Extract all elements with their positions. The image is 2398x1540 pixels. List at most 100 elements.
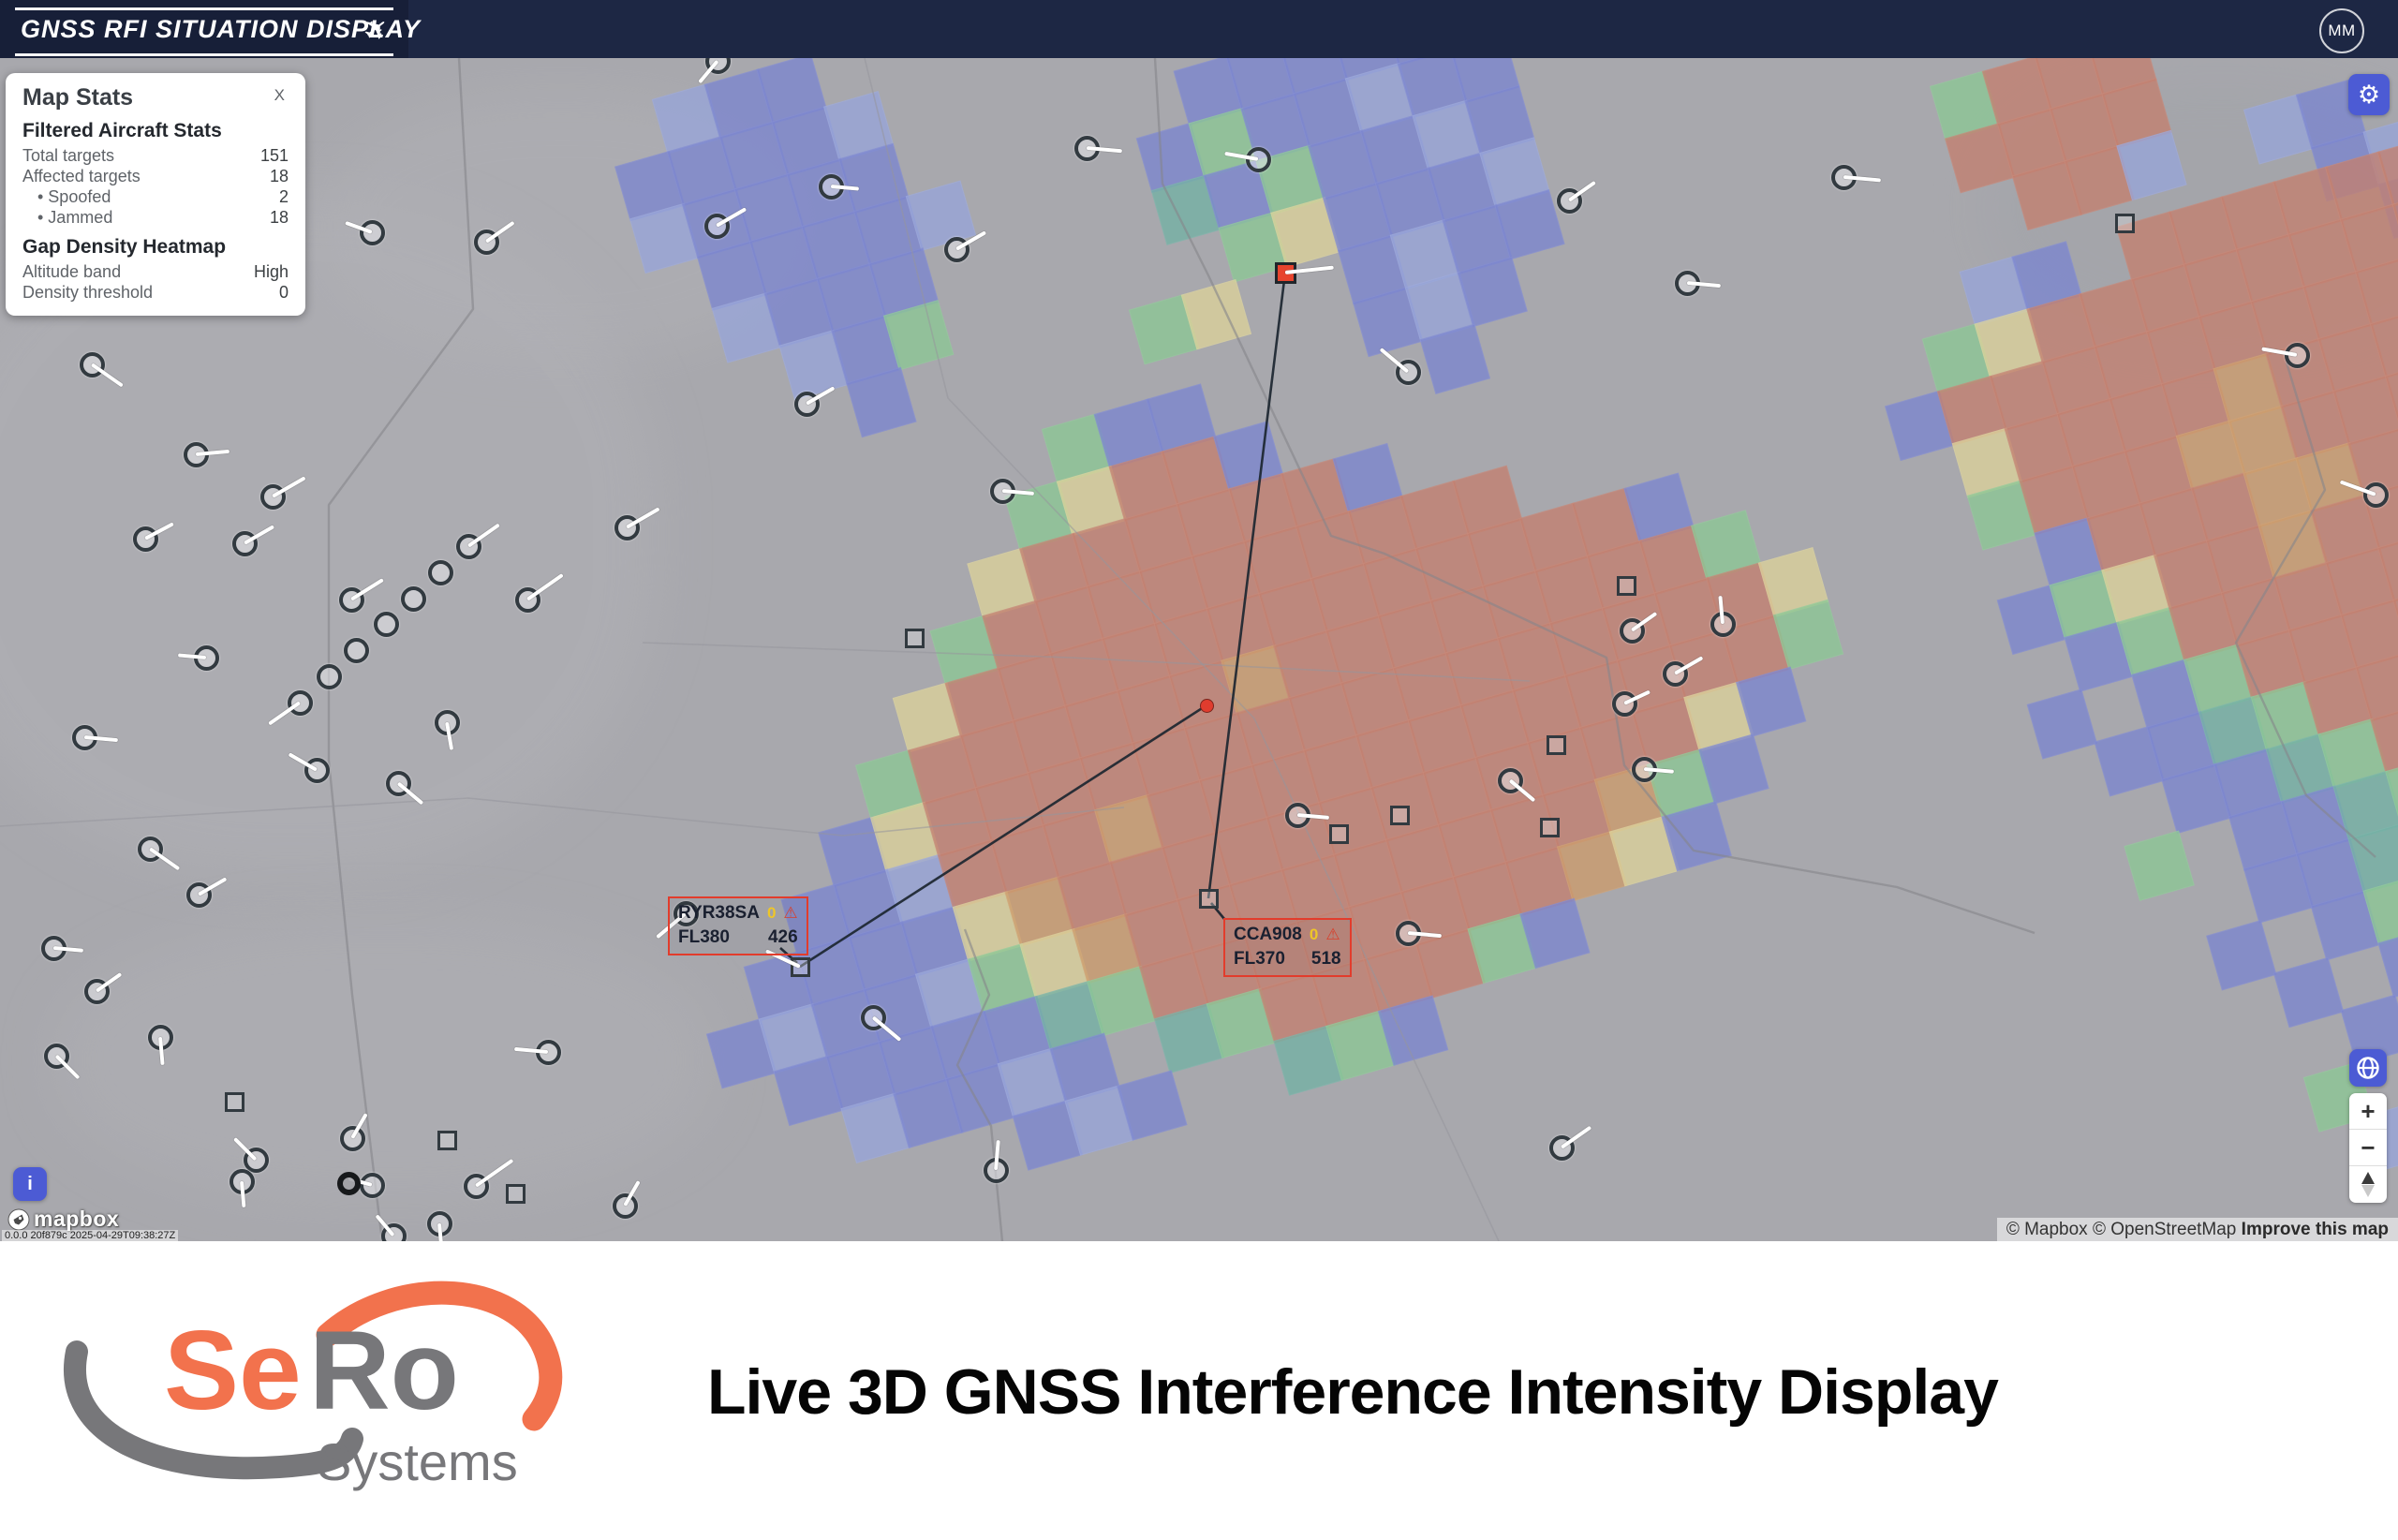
label-callout-line — [779, 947, 798, 964]
ground-target-marker[interactable] — [505, 1183, 525, 1204]
globe-icon — [2357, 1057, 2379, 1079]
stats-row-value: 0 — [278, 283, 289, 302]
app-title: GNSS RFI SITUATION DISPLAY — [21, 15, 422, 43]
stats-row: Density threshold 0 — [22, 282, 289, 303]
country-border-line — [955, 928, 1004, 1241]
user-avatar[interactable]: MM — [2319, 8, 2364, 53]
aircraft-marker[interactable] — [316, 663, 342, 689]
aircraft-marker[interactable] — [373, 611, 399, 637]
map-canvas[interactable]: RYR38SA 0 ⚠ FL380 426 CCA908 0 ⚠ FL370 518 — [0, 58, 2398, 1241]
aircraft-marker[interactable] — [703, 213, 730, 239]
info-button[interactable]: i — [13, 1167, 47, 1201]
callsign-text: CCA908 — [1234, 925, 1302, 944]
warning-triangle-icon: ⚠ — [1325, 925, 1340, 944]
country-border-line — [2234, 362, 2376, 858]
attribution-osm[interactable]: © OpenStreetMap — [2092, 1220, 2237, 1239]
road-line — [0, 797, 1125, 837]
aircraft-marker[interactable] — [427, 559, 453, 585]
aircraft-marker[interactable] — [400, 585, 426, 612]
improve-map-link[interactable]: Improve this map — [2241, 1220, 2389, 1239]
stats-row-label: Altitude band — [22, 262, 122, 281]
zoom-in-button[interactable]: + — [2361, 1096, 2376, 1125]
ground-target-marker[interactable] — [437, 1130, 457, 1150]
stats-row-value: 151 — [259, 146, 289, 165]
ground-target-marker[interactable] — [1328, 823, 1349, 844]
stats-row-value: 18 — [269, 167, 289, 185]
map-lines-layer — [0, 58, 2376, 1241]
mapbox-icon — [7, 1208, 30, 1230]
aircraft-marker[interactable] — [343, 637, 369, 663]
divider — [2349, 1129, 2387, 1130]
compass-south-needle — [2361, 1185, 2375, 1197]
zoom-control: + − — [2349, 1093, 2387, 1203]
footer-banner: Se Ro Systems Live 3D GNSS Interference … — [0, 1241, 2398, 1540]
close-icon[interactable]: X — [274, 86, 285, 104]
compass-north-needle — [2361, 1172, 2375, 1184]
stats-row-label: • Spoofed — [37, 187, 111, 206]
country-border-line — [1153, 58, 2035, 935]
app-logo: GNSS RFI SITUATION DISPLAY ✈ — [0, 0, 420, 58]
stats-row-value: High — [253, 262, 289, 281]
jam-count-badge: 0 — [766, 904, 777, 922]
zoom-out-button[interactable]: − — [2361, 1133, 2376, 1162]
sero-logo-swooshes — [64, 1281, 563, 1480]
ground-target-marker[interactable] — [1546, 734, 1566, 755]
flight-level-text: FL380 — [678, 927, 730, 947]
ground-target-marker[interactable] — [224, 1091, 244, 1112]
aircraft-marker[interactable] — [359, 1172, 385, 1198]
stats-row: Altitude band High — [22, 261, 289, 282]
divider — [2349, 1165, 2387, 1166]
stats-row-label: Density threshold — [22, 283, 154, 302]
ground-target-marker[interactable] — [1616, 575, 1636, 596]
logo-frame-lines — [15, 7, 393, 56]
attribution-mapbox[interactable]: © Mapbox — [2006, 1220, 2088, 1239]
sero-logo-ro: Ro — [309, 1308, 459, 1433]
selected-aircraft-marker[interactable] — [336, 1171, 361, 1195]
stats-row: Total targets 151 — [22, 145, 289, 166]
spoof-origin-dot[interactable] — [1199, 698, 1214, 713]
spoof-link-line — [1206, 272, 1287, 899]
ground-target-marker[interactable] — [904, 628, 925, 648]
mapbox-logo[interactable]: mapbox — [7, 1207, 119, 1232]
road-line — [642, 642, 1531, 682]
country-border-line — [327, 58, 475, 1241]
settings-button[interactable]: ⚙ — [2348, 74, 2390, 115]
aircraft-marker[interactable] — [2362, 481, 2389, 508]
stats-row: • Jammed 18 — [22, 207, 289, 228]
info-icon: i — [27, 1173, 33, 1194]
ground-speed-text: 426 — [767, 927, 798, 947]
spoofed-aircraft-marker[interactable] — [1198, 888, 1219, 909]
mapbox-wordmark: mapbox — [34, 1207, 120, 1231]
panel-body: Filtered Aircraft Stats Total targets 151 A… — [22, 120, 289, 303]
stats-section-heading: Gap Density Heatmap — [22, 236, 227, 258]
sero-logo-se: Se — [164, 1308, 302, 1433]
map-attribution: © Mapbox © OpenStreetMap Improve this ma… — [1996, 1218, 2398, 1243]
top-bar: GNSS RFI SITUATION DISPLAY ✈ MM — [0, 0, 2398, 58]
globe-button[interactable] — [2349, 1049, 2387, 1087]
ground-target-marker[interactable] — [2114, 213, 2135, 233]
aircraft-marker[interactable] — [303, 757, 330, 783]
map-stats-panel: Map Stats X Filtered Aircraft Stats Total… — [6, 73, 305, 316]
stats-section-heading: Filtered Aircraft Stats — [22, 120, 222, 141]
stats-row: Affected targets 18 — [22, 166, 289, 186]
aircraft-marker[interactable] — [1611, 690, 1637, 717]
aircraft-marker[interactable] — [243, 1147, 269, 1173]
aircraft-marker[interactable] — [359, 219, 385, 245]
stats-row-value: 18 — [269, 208, 289, 227]
gear-icon: ⚙ — [2357, 80, 2381, 110]
stats-row: • Spoofed 2 — [22, 186, 289, 207]
stats-row-value: 2 — [278, 187, 289, 206]
aircraft-data-label[interactable]: RYR38SA 0 ⚠ FL380 426 — [668, 896, 808, 955]
spoof-link-line — [799, 703, 1207, 969]
page-title: Live 3D GNSS Interference Intensity Disp… — [707, 1356, 1999, 1428]
ground-target-marker[interactable] — [1539, 817, 1560, 837]
compass-button[interactable] — [2349, 1166, 2387, 1203]
callsign-text: RYR38SA — [678, 903, 760, 923]
panel-title: Map Stats — [22, 84, 134, 111]
sero-logo-systems: Systems — [317, 1432, 518, 1491]
aircraft-data-label[interactable]: CCA908 0 ⚠ FL370 518 — [1223, 918, 1352, 977]
spoofed-aircraft-marker[interactable] — [790, 956, 810, 977]
stats-row-label: • Jammed — [37, 208, 113, 227]
ground-target-marker[interactable] — [1389, 805, 1410, 825]
flight-level-text: FL370 — [1234, 949, 1285, 969]
